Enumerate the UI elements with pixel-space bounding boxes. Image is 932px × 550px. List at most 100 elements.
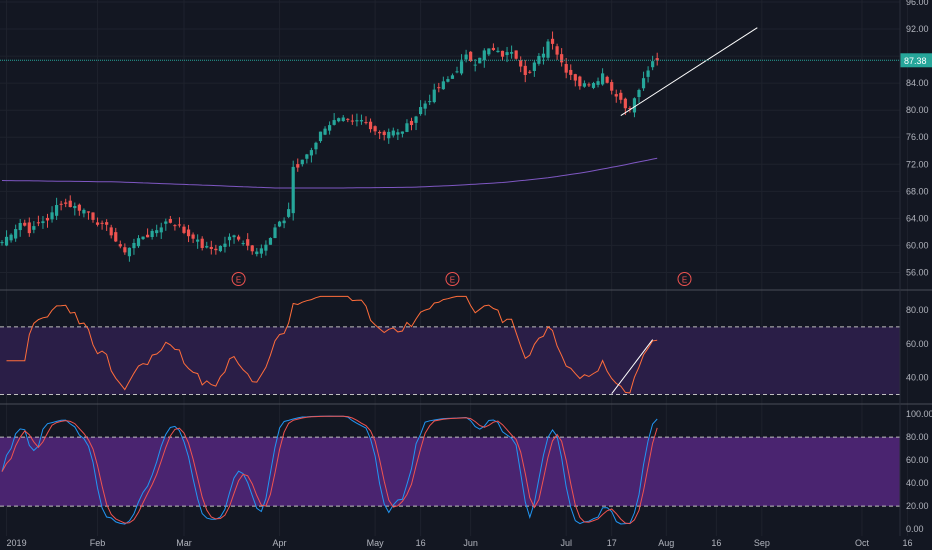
earnings-label: E	[682, 276, 687, 285]
candle	[9, 233, 13, 243]
candle	[391, 127, 395, 138]
last-price-line: 87.38	[0, 53, 932, 68]
price-tick-label: 56.00	[906, 267, 929, 277]
candle	[86, 211, 91, 220]
candle	[487, 48, 491, 57]
candle	[387, 128, 391, 144]
time-tick-label: 2019	[7, 538, 27, 548]
time-tick-label: Feb	[90, 538, 106, 548]
rsi-band-fill	[0, 326, 900, 395]
candle	[182, 224, 186, 235]
stochastic-tick-label: 40.00	[906, 478, 929, 488]
trendline[interactable]	[620, 27, 758, 117]
candle	[77, 203, 81, 216]
candle	[519, 56, 523, 73]
candle	[36, 215, 40, 227]
price-trendline[interactable]	[620, 27, 758, 117]
candle	[300, 159, 304, 167]
candle	[414, 115, 418, 131]
candle	[541, 46, 546, 65]
candle	[332, 113, 336, 126]
candle	[560, 48, 564, 67]
price-tick-label: 92.00	[906, 24, 929, 34]
candle	[605, 75, 609, 84]
rsi-trendline[interactable]	[611, 339, 654, 394]
stochastic-lines	[1, 415, 658, 525]
candle	[155, 224, 159, 237]
candle	[200, 236, 204, 251]
rsi-tick-label: 40.00	[906, 373, 929, 383]
candle	[309, 147, 313, 163]
candle	[287, 202, 291, 219]
time-tick-label: 16	[902, 538, 912, 548]
candle	[396, 128, 400, 141]
candle	[123, 243, 127, 255]
candle	[168, 215, 172, 224]
candle	[318, 131, 323, 143]
stochastic-panel[interactable]	[0, 415, 900, 525]
earnings-label: E	[450, 276, 455, 285]
candle	[50, 206, 54, 223]
price-scale[interactable]: 56.00 60.00 64.00 68.00 72.00 76.00 80.00 84.00…	[906, 0, 932, 534]
rsi-tick-label: 60.00	[906, 339, 929, 349]
price-tick-label: 64.00	[906, 213, 929, 223]
candle	[323, 126, 327, 136]
candle	[491, 43, 495, 51]
rsi-trendline[interactable]	[611, 339, 654, 394]
candle	[64, 198, 68, 208]
candle	[350, 114, 354, 125]
rsi-line	[6, 295, 658, 394]
candle	[264, 240, 268, 256]
candle	[532, 60, 536, 77]
candle	[473, 59, 477, 72]
candle	[364, 116, 368, 125]
candle	[510, 45, 514, 59]
time-axis[interactable]: 2019 Feb Mar Apr May 16 Jun Jul 17 Aug 16 Sep Oct 16	[0, 536, 932, 550]
candle	[4, 230, 9, 247]
time-tick-label: Sep	[754, 538, 770, 548]
earnings-marker[interactable]: E	[445, 272, 460, 286]
candle	[164, 218, 168, 231]
candle	[564, 58, 568, 79]
rsi-panel[interactable]	[0, 295, 900, 396]
price-panel[interactable]: 87.38 E E E	[0, 27, 932, 286]
candle	[441, 76, 445, 90]
time-tick-label: Apr	[273, 538, 287, 548]
candle	[550, 31, 555, 50]
candle	[555, 43, 559, 60]
moving-average	[1, 157, 658, 189]
candle	[0, 240, 4, 246]
candle	[578, 75, 582, 90]
candle	[259, 244, 263, 258]
candle	[587, 82, 591, 88]
time-tick-label: 17	[607, 538, 617, 548]
earnings-label: E	[236, 276, 241, 285]
candle	[446, 76, 450, 83]
time-tick-label: May	[367, 538, 385, 548]
candle	[95, 217, 100, 227]
earnings-marker[interactable]: E	[231, 272, 246, 286]
candle	[150, 228, 154, 240]
candle	[114, 227, 118, 243]
candle	[337, 117, 341, 123]
rsi-line	[6, 295, 658, 394]
time-tick-label: 16	[416, 538, 426, 548]
candle	[232, 234, 236, 244]
candle	[655, 52, 659, 66]
candle	[582, 80, 586, 88]
candle	[373, 125, 377, 136]
earnings-marker[interactable]: E	[677, 272, 692, 286]
candle	[437, 82, 441, 93]
candle	[591, 81, 596, 90]
candle	[159, 222, 163, 239]
candle	[450, 73, 455, 79]
time-tick-label: Jul	[560, 538, 572, 548]
candle	[141, 236, 145, 241]
candle	[455, 66, 459, 74]
candle	[91, 212, 95, 223]
candle	[146, 228, 150, 238]
candle	[127, 247, 131, 262]
candle	[100, 220, 104, 230]
candle	[505, 46, 509, 63]
